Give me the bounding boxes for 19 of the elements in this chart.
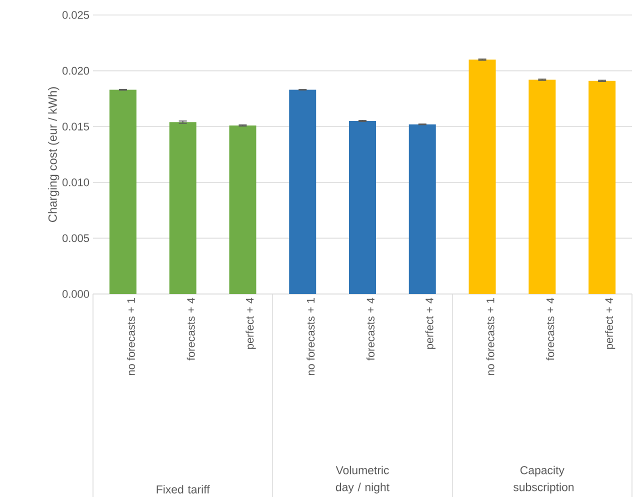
x-tick-label: perfect + 4 <box>604 298 616 349</box>
text: Volumetric day / night <box>336 466 390 494</box>
x-tick-label: forecasts + 4 <box>546 298 554 360</box>
y-tick-label: 0.020 <box>62 66 90 75</box>
x-tick-label: no forecasts + 1 <box>306 298 315 376</box>
y-tick-label: 0.025 <box>62 11 90 19</box>
x-tick-label: no forecasts + 1 <box>486 298 494 376</box>
y-axis-title: Charging cost (eur / kWh) <box>48 87 60 222</box>
text: Fixed tariff <box>156 485 210 494</box>
x-tick-label: forecasts + 4 <box>186 298 195 360</box>
y-tick-label: 0.005 <box>62 234 90 242</box>
y-tick-label: 0.010 <box>62 178 90 186</box>
x-tick-label: perfect + 4 <box>425 298 436 349</box>
x-tick-label: no forecasts + 1 <box>126 298 135 376</box>
x-tick-label: perfect + 4 <box>246 298 256 349</box>
x-tick-label: forecasts + 4 <box>366 298 375 360</box>
y-tick-label: 0.000 <box>62 290 90 298</box>
text: Capacity subscription <box>513 466 574 494</box>
y-tick-label: 0.015 <box>62 122 90 130</box>
